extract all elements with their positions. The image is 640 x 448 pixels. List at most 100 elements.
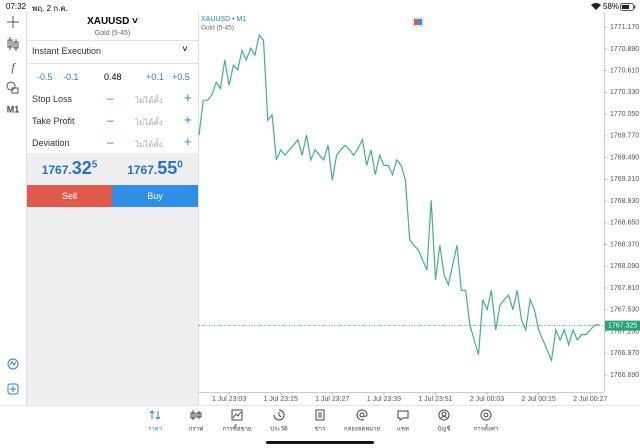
nav-icon: [190, 410, 202, 420]
bottom-nav: [0, 405, 640, 448]
nav-item[interactable]: ราคา: [148, 410, 162, 433]
nav-item[interactable]: กล่องจดหมาย: [344, 409, 380, 433]
y-tick-label: 1770.610: [610, 68, 639, 75]
nav-icon: [438, 409, 450, 421]
buy-button[interactable]: Buy: [112, 185, 198, 207]
row-value[interactable]: ไม่ได้ตั้ง: [135, 118, 163, 127]
y-tick-label: 1767.250: [610, 328, 639, 335]
nav-item[interactable]: แชท: [397, 410, 409, 433]
symbol: XAUUSD: [87, 16, 130, 27]
y-tick-label: 1767.810: [610, 285, 639, 292]
nav-icon: [480, 409, 492, 421]
x-tick-label: 1 Jul 23:39: [367, 396, 401, 403]
volume[interactable]: 0.48: [104, 72, 122, 82]
trade-tool[interactable]: [7, 358, 19, 370]
ask-price: 1767.550: [112, 158, 198, 179]
execution-type[interactable]: Instant Execution: [32, 46, 102, 56]
nav-icon: [315, 409, 325, 421]
nav-label: บัญชี: [438, 425, 451, 433]
left-toolbar: f M1: [6, 12, 27, 405]
chart-subtitle: Gold (5-45): [201, 25, 234, 32]
nav-label: การตั้งค่า: [474, 423, 498, 433]
bid-big: 32: [71, 158, 92, 178]
nav-label: ข่าว: [315, 426, 326, 433]
y-tick-label: 1768.650: [610, 220, 639, 227]
nav-icons: ราคา กราฟ การซื้อขาย ประวัติ ข่าว กล่องจดหมาย…: [148, 409, 498, 433]
add-tool[interactable]: [7, 383, 19, 395]
nav-icon: [397, 410, 409, 421]
current-price-label: 1767.325: [608, 322, 637, 329]
indicator-tool[interactable]: [7, 37, 19, 51]
home-indicator: [266, 441, 374, 444]
y-tick-label: 1769.210: [610, 176, 639, 183]
nav-item[interactable]: กราฟ: [189, 410, 203, 433]
order-panel-top: [27, 12, 198, 153]
volume-step[interactable]: +0.5: [172, 72, 190, 82]
y-tick-label: 1766.690: [610, 372, 639, 379]
y-tick-label: 1770.050: [610, 111, 639, 118]
minus-button[interactable]: –: [107, 135, 114, 149]
nav-label: กราฟ: [189, 426, 203, 433]
x-tick-label: 2 Jul 00:27: [573, 396, 607, 403]
y-tick-label: 1769.490: [610, 154, 639, 161]
sell-button[interactable]: Sell: [27, 185, 112, 207]
minus-button[interactable]: –: [107, 91, 114, 105]
bid-price: 1767.325: [27, 158, 112, 179]
y-tick-label: 1770.330: [610, 89, 639, 96]
objects-tool[interactable]: [6, 81, 19, 94]
nav-label: การซื้อขาย: [223, 423, 252, 433]
separator: [27, 63, 198, 64]
nav-item[interactable]: ประวัติ: [270, 409, 288, 433]
nav-icon: [231, 409, 243, 421]
row-value[interactable]: ไม่ได้ตั้ง: [135, 140, 163, 149]
row-value[interactable]: ไม่ได้ตั้ง: [135, 96, 163, 105]
row-label: Deviation: [32, 138, 70, 148]
bid-prefix: 1767.: [41, 163, 72, 177]
ask-prefix: 1767.: [127, 163, 158, 177]
nav-label: ราคา: [148, 426, 162, 433]
y-tick-label: 1768.370: [610, 241, 639, 248]
timeframe[interactable]: M1: [7, 104, 20, 114]
minus-button[interactable]: –: [107, 113, 114, 127]
nav-icon: [149, 410, 161, 420]
crosshair-tool[interactable]: [7, 16, 19, 28]
x-tick-label: 1 Jul 23:51: [418, 396, 452, 403]
volume-step[interactable]: -0.5: [37, 72, 53, 82]
x-tick-label: 1 Jul 23:27: [315, 396, 349, 403]
plus-button[interactable]: +: [184, 112, 192, 127]
x-tick-label: 1 Jul 23:03: [212, 396, 246, 403]
status-date: พฤ. 2 ก.ค.: [32, 4, 68, 13]
nav-item[interactable]: การซื้อขาย: [223, 409, 252, 433]
symbol-selector[interactable]: XAUUSD ˅: [87, 16, 138, 27]
nav-label: กล่องจดหมาย: [344, 426, 380, 433]
y-tick-label: 1768.930: [610, 198, 639, 205]
plus-button[interactable]: +: [184, 134, 192, 149]
row-label: Take Profit: [32, 116, 75, 126]
chart: XAUUSD • M1 Gold (5-45) 1771.170 1770.890…: [198, 12, 640, 403]
nav-item[interactable]: ข่าว: [315, 409, 326, 433]
ask-small: 0: [177, 159, 183, 171]
wifi-icon: [591, 3, 601, 10]
x-tick-label: 2 Jul 00:15: [522, 396, 556, 403]
ask-big: 55: [157, 158, 178, 178]
one-click-icon[interactable]: [412, 17, 424, 27]
y-tick-label: 1767.530: [610, 307, 639, 314]
status-battery: 58%: [603, 2, 620, 11]
status-time: 07:32: [6, 2, 27, 11]
x-tick-label: 2 Jul 00:03: [470, 396, 504, 403]
volume-step[interactable]: +0.1: [146, 72, 164, 82]
bid-small: 5: [91, 159, 98, 171]
execution-chevron[interactable]: ˅: [182, 44, 188, 55]
volume-step[interactable]: -0.1: [63, 72, 79, 82]
y-tick-label: 1769.770: [610, 133, 639, 140]
nav-icon: [273, 409, 285, 421]
nav-item[interactable]: บัญชี: [438, 409, 451, 433]
nav-icon: [356, 409, 368, 421]
order-panel: XAUUSD ˅ Gold (5-45) Instant Execution ˅…: [27, 12, 199, 405]
nav-label: แชท: [397, 426, 409, 433]
plus-button[interactable]: +: [184, 90, 192, 105]
y-tick-label: 1771.170: [610, 24, 639, 31]
function-tool[interactable]: f: [11, 60, 16, 74]
nav-item[interactable]: การตั้งค่า: [474, 409, 498, 433]
y-tick-label: 1770.890: [610, 46, 639, 53]
